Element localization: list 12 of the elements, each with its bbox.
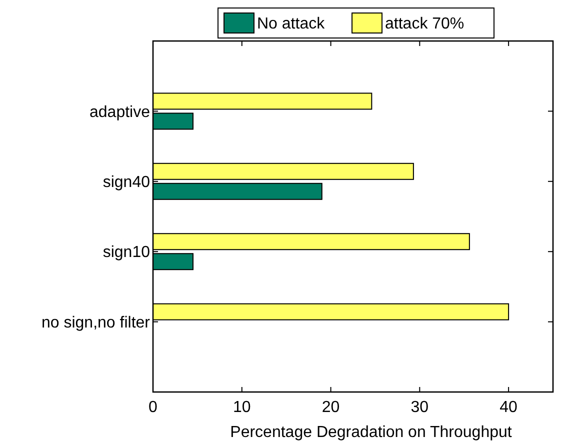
x-tick-label: 40 <box>500 399 518 416</box>
y-tick-label: no sign,no filter <box>41 314 151 332</box>
x-tick-label: 0 <box>148 399 158 416</box>
y-tick-label: sign40 <box>102 174 150 191</box>
x-tick-label: 30 <box>410 399 429 416</box>
x-axis-title: Percentage Degradation on Throughput <box>230 424 512 441</box>
legend-label: attack 70% <box>385 16 464 33</box>
x-tick-label: 20 <box>322 399 340 416</box>
legend-label: No attack <box>257 16 326 33</box>
y-tick-label: adaptive <box>90 104 150 121</box>
y-tick-label: sign10 <box>102 244 150 262</box>
x-tick-label: 10 <box>232 399 251 416</box>
